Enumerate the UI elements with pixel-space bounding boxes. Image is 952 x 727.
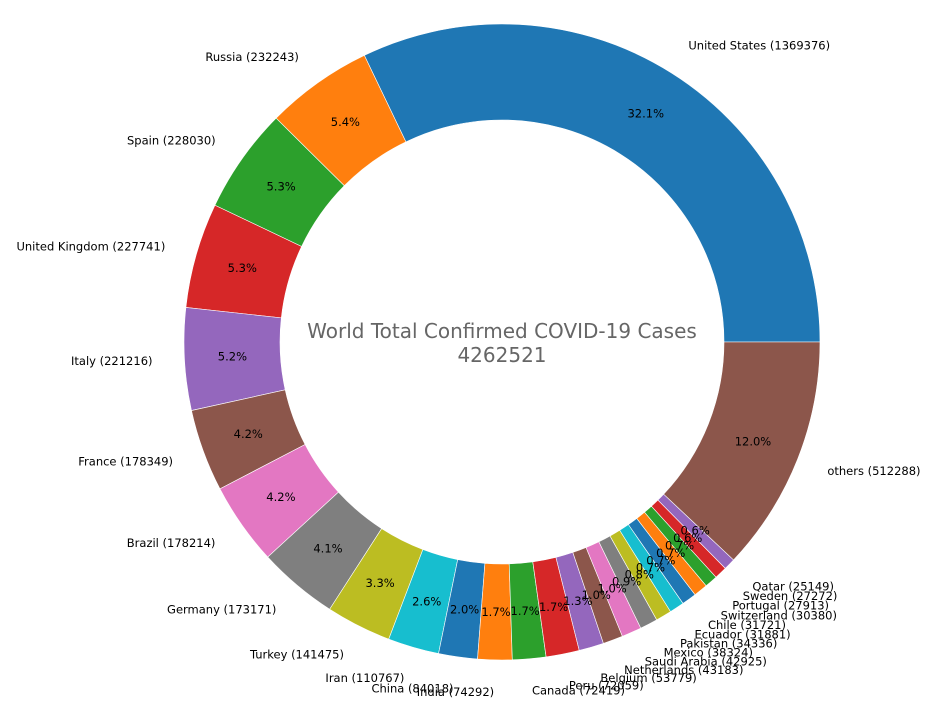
slice-outer-label: Turkey (141475) bbox=[249, 647, 344, 661]
slice-percent-label: 3.3% bbox=[365, 576, 394, 590]
slice-percent-label: 5.3% bbox=[228, 261, 257, 275]
slice-percent-label: 2.0% bbox=[450, 602, 479, 616]
slice-percent-label: 0.7% bbox=[646, 553, 675, 567]
slice-outer-label: Chile (31721) bbox=[708, 618, 786, 632]
slice-outer-label: United States (1369376) bbox=[688, 39, 830, 53]
center-label-group: World Total Confirmed COVID-19 Cases 426… bbox=[307, 319, 697, 367]
slice-outer-label: Italy (221216) bbox=[71, 354, 152, 368]
slice-outer-label: Pakistan (34336) bbox=[680, 636, 777, 650]
slice-outer-label: Belgium (53779) bbox=[600, 671, 696, 685]
slice-percent-label: 5.2% bbox=[218, 350, 247, 364]
slice-percent-label: 5.4% bbox=[331, 115, 360, 129]
slice-25 bbox=[663, 341, 821, 561]
slice-percent-label: 0.9% bbox=[612, 575, 641, 589]
slice-outer-label: Sweden (27272) bbox=[743, 589, 838, 603]
slice-percent-label: 2.6% bbox=[412, 594, 441, 608]
slice-outer-label: Iran (110767) bbox=[325, 671, 404, 685]
slice-outer-label: Saudi Arabia (42925) bbox=[645, 655, 767, 669]
slice-percent-label: 4.1% bbox=[313, 541, 342, 555]
slice-outer-label: Germany (173171) bbox=[167, 603, 276, 617]
slice-outer-label: others (512288) bbox=[827, 464, 920, 478]
slice-percent-label: 1.7% bbox=[511, 604, 540, 618]
slice-percent-label: 32.1% bbox=[627, 106, 664, 120]
slice-outer-label: Peru (72059) bbox=[569, 679, 644, 693]
slice-percent-label: 12.0% bbox=[735, 435, 772, 449]
slice-outer-label: Portugal (27913) bbox=[732, 599, 829, 613]
slice-percent-label: 1.0% bbox=[597, 582, 626, 596]
slice-outer-label: Qatar (25149) bbox=[752, 580, 834, 594]
slice-percent-label: 4.2% bbox=[266, 490, 295, 504]
center-total: 4262521 bbox=[457, 343, 546, 367]
slice-percent-label: 5.3% bbox=[266, 180, 295, 194]
slice-outer-label: Russia (232243) bbox=[205, 50, 299, 64]
slice-outer-label: Spain (228030) bbox=[127, 134, 216, 148]
center-title: World Total Confirmed COVID-19 Cases bbox=[307, 319, 697, 343]
slice-percent-label: 1.3% bbox=[563, 594, 592, 608]
slice-percent-label: 0.7% bbox=[665, 538, 694, 552]
slice-outer-label: France (178349) bbox=[78, 455, 173, 469]
percent-labels-group: 32.1% 5.4% 5.3% 5.3% 5.2% 4.2% 4.2% 4.1% 3.3% 2.6… bbox=[218, 106, 772, 618]
slice-percent-label: 4.2% bbox=[234, 427, 263, 441]
slice-outer-label: Canada (72419) bbox=[532, 684, 625, 698]
slice-percent-label: 1.7% bbox=[481, 605, 510, 619]
slice-percent-label: 0.6% bbox=[673, 531, 702, 545]
slices-group bbox=[183, 23, 821, 661]
slice-outer-label: India (74292) bbox=[417, 685, 494, 699]
outer-labels-group: United States (1369376) Russia (232243) Sp… bbox=[16, 39, 920, 699]
slice-outer-label: Ecuador (31881) bbox=[694, 627, 790, 641]
slice-outer-label: Brazil (178214) bbox=[127, 536, 216, 550]
slice-percent-label: 0.7% bbox=[656, 546, 685, 560]
slice-outer-label: Netherlands (43183) bbox=[624, 663, 743, 677]
slice-0 bbox=[363, 23, 821, 343]
slice-percent-label: 0.7% bbox=[636, 561, 665, 575]
slice-outer-label: Mexico (38324) bbox=[664, 645, 753, 659]
slice-outer-label: China (84018) bbox=[371, 682, 453, 696]
slice-outer-label: Switzerland (30380) bbox=[721, 608, 837, 622]
slice-percent-label: 1.0% bbox=[582, 588, 611, 602]
slice-outer-label: United Kingdom (227741) bbox=[16, 239, 165, 253]
slice-percent-label: 0.6% bbox=[681, 524, 710, 538]
slice-percent-label: 1.7% bbox=[539, 600, 568, 614]
slice-percent-label: 0.8% bbox=[625, 567, 654, 581]
